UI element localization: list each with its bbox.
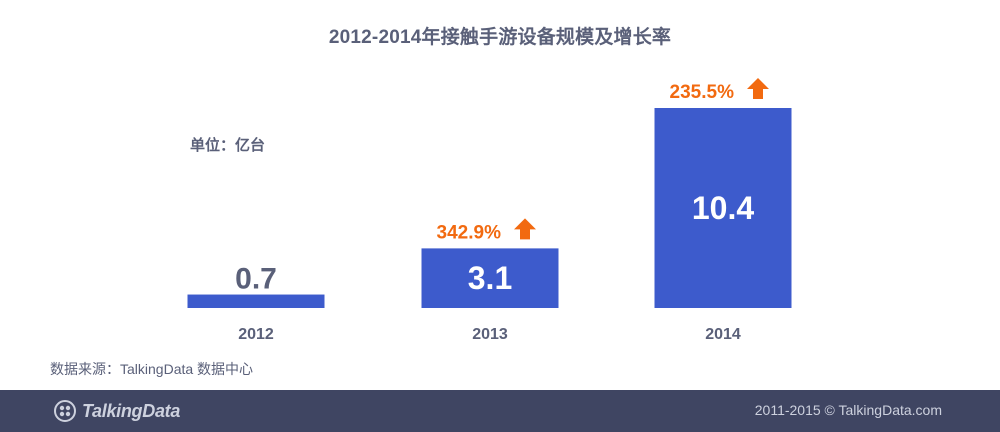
- logo-text: TalkingData: [82, 400, 181, 421]
- unit-label: 单位：亿台: [190, 137, 266, 154]
- bar-2012: [187, 294, 325, 308]
- growth-arrow-icon: [747, 78, 769, 99]
- value-label-2014: 10.4: [692, 190, 754, 226]
- footer-bar: TalkingData 2011-2015 © TalkingData.com: [0, 390, 1000, 432]
- talkingdata-logo-icon: [54, 400, 76, 422]
- category-label-2013: 2013: [472, 326, 508, 343]
- value-label-2013: 3.1: [468, 260, 512, 296]
- footer-logo: TalkingData: [54, 400, 180, 422]
- bar-chart: 0.7 2012 3.1 2013 342.9% 10.4 2014 235.5%: [187, 78, 792, 343]
- data-source: 数据来源：TalkingData 数据中心: [50, 361, 254, 377]
- copyright-text: 2011-2015 © TalkingData.com: [754, 402, 942, 418]
- chart-title: 2012-2014年接触手游设备规模及增长率: [328, 27, 672, 48]
- category-label-2012: 2012: [238, 326, 274, 343]
- bar-2013: [421, 248, 559, 308]
- growth-label-2014: 235.5%: [670, 82, 735, 103]
- bar-2014: [654, 108, 792, 308]
- growth-arrow-icon: [514, 218, 536, 240]
- growth-label-2013: 342.9%: [437, 222, 502, 243]
- value-label-2012: 0.7: [235, 263, 277, 296]
- category-label-2014: 2014: [705, 326, 741, 343]
